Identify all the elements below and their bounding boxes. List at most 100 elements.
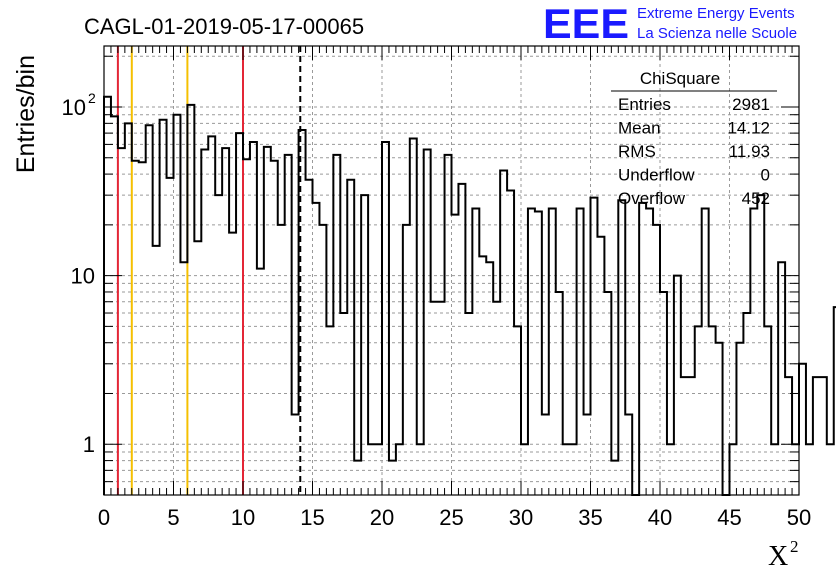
histogram-bin bbox=[653, 225, 660, 495]
x-tick-label: 35 bbox=[578, 505, 602, 530]
histogram-bin bbox=[750, 209, 757, 495]
x-tick-label: 10 bbox=[231, 505, 255, 530]
histogram-bin bbox=[354, 461, 361, 495]
histogram-bin bbox=[486, 262, 493, 495]
histogram-bin bbox=[333, 155, 340, 495]
histogram-bin bbox=[465, 313, 472, 495]
histogram-bin bbox=[507, 190, 514, 495]
histogram-bin bbox=[452, 215, 459, 495]
histogram-bin bbox=[180, 262, 187, 495]
histogram-bin bbox=[549, 209, 556, 495]
histogram-bin bbox=[153, 246, 160, 495]
eee-logo-line2: La Scienza nelle Scuole bbox=[637, 25, 797, 42]
histogram-bin bbox=[660, 292, 667, 495]
histogram-bin bbox=[688, 377, 695, 495]
histogram-bin bbox=[611, 461, 618, 495]
histogram-bin bbox=[438, 302, 445, 495]
histogram-bin bbox=[827, 444, 834, 495]
histogram-bin bbox=[285, 155, 292, 495]
histogram-bin bbox=[570, 444, 577, 495]
histogram-bin bbox=[361, 195, 368, 495]
eee-logo-mark: EEE bbox=[543, 0, 629, 47]
stats-row-label: Mean bbox=[618, 119, 661, 138]
histogram-bin bbox=[410, 139, 417, 495]
histogram-bin bbox=[139, 162, 146, 495]
x-axis-label-chi: X bbox=[768, 541, 788, 572]
histogram-bin bbox=[326, 326, 333, 495]
x-axis-label-exp: 2 bbox=[790, 537, 799, 556]
x-tick-label: 40 bbox=[648, 505, 672, 530]
histogram-bin bbox=[764, 326, 771, 495]
y-tick-label: 1 bbox=[83, 432, 95, 457]
x-tick-label: 30 bbox=[509, 505, 533, 530]
histogram-outline bbox=[103, 95, 836, 496]
y-tick-label: 10 bbox=[62, 95, 86, 120]
histogram-bin bbox=[639, 203, 646, 495]
histogram-bin bbox=[493, 302, 500, 495]
histogram-bin bbox=[528, 209, 535, 495]
histogram-bin bbox=[521, 444, 528, 495]
histogram-bin bbox=[424, 149, 431, 495]
x-tick-label: 25 bbox=[439, 505, 463, 530]
histogram-bin bbox=[403, 225, 410, 495]
histogram-bin bbox=[681, 377, 688, 495]
histogram-bin bbox=[125, 123, 132, 495]
histogram-bin bbox=[118, 148, 125, 495]
histogram-bin bbox=[458, 184, 465, 495]
histogram-bin bbox=[187, 105, 194, 495]
histogram-bin bbox=[799, 364, 806, 495]
histogram-bin bbox=[160, 120, 167, 495]
x-tick-label: 20 bbox=[370, 505, 394, 530]
histogram-bin bbox=[292, 415, 299, 495]
x-tick-label: 0 bbox=[98, 505, 110, 530]
stats-box: ChiSquare Entries 2981 Mean 14.12 RMS 11.93 Un… bbox=[611, 69, 777, 208]
histogram-bin bbox=[716, 343, 723, 495]
y-axis-label: Entries/bin bbox=[12, 55, 40, 173]
stats-rows: Entries 2981 Mean 14.12 RMS 11.93 Underflow 0 Ov… bbox=[618, 95, 770, 208]
histogram-bin bbox=[194, 241, 201, 495]
histogram-bin bbox=[806, 444, 813, 495]
histogram-bin bbox=[702, 209, 709, 495]
histogram-bin bbox=[730, 444, 737, 495]
histogram-bin bbox=[514, 326, 521, 495]
histogram-bin bbox=[646, 209, 653, 495]
histogram-bin bbox=[347, 180, 354, 495]
histogram-bin bbox=[111, 116, 118, 495]
histogram-bin bbox=[709, 326, 716, 495]
histogram-bin bbox=[236, 133, 243, 495]
histogram-bin bbox=[257, 269, 264, 495]
histogram-bin bbox=[618, 200, 625, 495]
histogram-bin bbox=[757, 195, 764, 495]
histogram-bin bbox=[431, 302, 438, 495]
stats-row-label: Entries bbox=[618, 95, 671, 114]
histogram-bin bbox=[556, 292, 563, 495]
histogram-bin bbox=[736, 343, 743, 495]
histogram-bin bbox=[222, 148, 229, 495]
histogram-bin bbox=[674, 276, 681, 495]
histogram-bin bbox=[591, 198, 598, 495]
histogram-bin bbox=[250, 142, 257, 495]
stats-row-value: 452 bbox=[742, 189, 770, 208]
stats-row-value: 0 bbox=[761, 166, 770, 185]
histogram-bin bbox=[743, 313, 750, 495]
histogram-bin bbox=[264, 147, 271, 495]
stats-box-title: ChiSquare bbox=[640, 69, 720, 88]
histogram-bin bbox=[778, 262, 785, 495]
histogram-bin bbox=[563, 444, 570, 495]
stats-row-label: Overflow bbox=[618, 189, 686, 208]
histogram-bin bbox=[535, 212, 542, 495]
x-tick-label: 5 bbox=[167, 505, 179, 530]
histogram-bins bbox=[103, 95, 836, 496]
x-axis-label: X 2 bbox=[768, 537, 799, 572]
histogram-bin bbox=[445, 155, 452, 495]
histogram-bin bbox=[243, 159, 250, 495]
histogram-bin bbox=[389, 461, 396, 495]
histogram-bin bbox=[215, 195, 222, 495]
histogram-bin bbox=[340, 313, 347, 495]
stats-row-value: 2981 bbox=[732, 95, 770, 114]
histogram-bin bbox=[201, 149, 208, 495]
y-tick-label-exponent: 2 bbox=[88, 90, 96, 106]
histogram-bin bbox=[820, 377, 827, 495]
